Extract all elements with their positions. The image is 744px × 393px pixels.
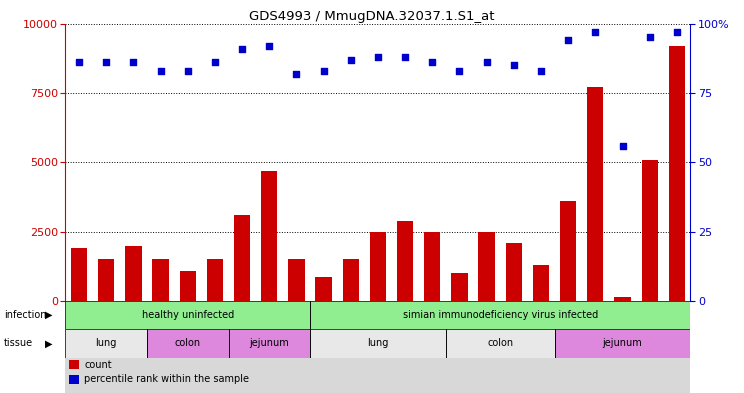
Text: colon: colon: [487, 338, 513, 349]
Point: [644, 34, 655, 40]
Point: [73, 59, 85, 66]
Point: [209, 59, 221, 66]
Point: [290, 70, 302, 77]
Bar: [370, 232, 386, 301]
Bar: [147, 329, 228, 358]
Bar: [452, 273, 468, 301]
Bar: [587, 87, 603, 301]
Bar: [424, 232, 440, 301]
Bar: [228, 329, 310, 358]
Bar: [98, 259, 115, 301]
Text: ▶: ▶: [45, 338, 52, 349]
Text: infection: infection: [4, 310, 46, 320]
Text: tissue: tissue: [4, 338, 33, 349]
Text: jejunum: jejunum: [249, 338, 289, 349]
Point: [400, 54, 411, 60]
Bar: [288, 259, 304, 301]
Text: lung: lung: [368, 338, 388, 349]
Point: [100, 59, 112, 66]
Bar: [315, 277, 332, 301]
Bar: [560, 201, 577, 301]
Bar: [65, 301, 310, 329]
Bar: [310, 301, 690, 329]
Text: jejunum: jejunum: [603, 338, 642, 349]
Point: [454, 68, 466, 74]
Bar: [506, 243, 522, 301]
FancyBboxPatch shape: [65, 301, 690, 393]
Point: [562, 37, 574, 43]
Bar: [234, 215, 250, 301]
Bar: [397, 220, 413, 301]
Point: [426, 59, 438, 66]
Bar: [533, 265, 549, 301]
Point: [481, 59, 493, 66]
Bar: [554, 329, 690, 358]
Bar: [125, 246, 141, 301]
Point: [671, 29, 683, 35]
Bar: [343, 259, 359, 301]
Point: [155, 68, 167, 74]
Point: [236, 46, 248, 52]
Bar: [65, 329, 147, 358]
Text: GDS4993 / MmugDNA.32037.1.S1_at: GDS4993 / MmugDNA.32037.1.S1_at: [249, 10, 495, 23]
Point: [318, 68, 330, 74]
Bar: [207, 259, 223, 301]
Text: ▶: ▶: [45, 310, 52, 320]
Point: [263, 42, 275, 49]
Point: [127, 59, 139, 66]
Bar: [669, 46, 685, 301]
Text: count: count: [84, 360, 112, 370]
Point: [617, 143, 629, 149]
Bar: [641, 160, 658, 301]
Bar: [615, 297, 631, 301]
Bar: [261, 171, 278, 301]
Text: lung: lung: [95, 338, 117, 349]
Text: percentile rank within the sample: percentile rank within the sample: [84, 375, 249, 384]
Point: [535, 68, 547, 74]
Bar: [153, 259, 169, 301]
Point: [372, 54, 384, 60]
Bar: [179, 270, 196, 301]
Bar: [71, 248, 87, 301]
Bar: [446, 329, 554, 358]
Point: [589, 29, 601, 35]
Text: colon: colon: [175, 338, 201, 349]
Bar: [310, 329, 446, 358]
Bar: [478, 232, 495, 301]
Point: [182, 68, 193, 74]
Text: simian immunodeficiency virus infected: simian immunodeficiency virus infected: [403, 310, 598, 320]
Point: [508, 62, 520, 68]
Text: healthy uninfected: healthy uninfected: [141, 310, 234, 320]
Point: [344, 57, 356, 63]
